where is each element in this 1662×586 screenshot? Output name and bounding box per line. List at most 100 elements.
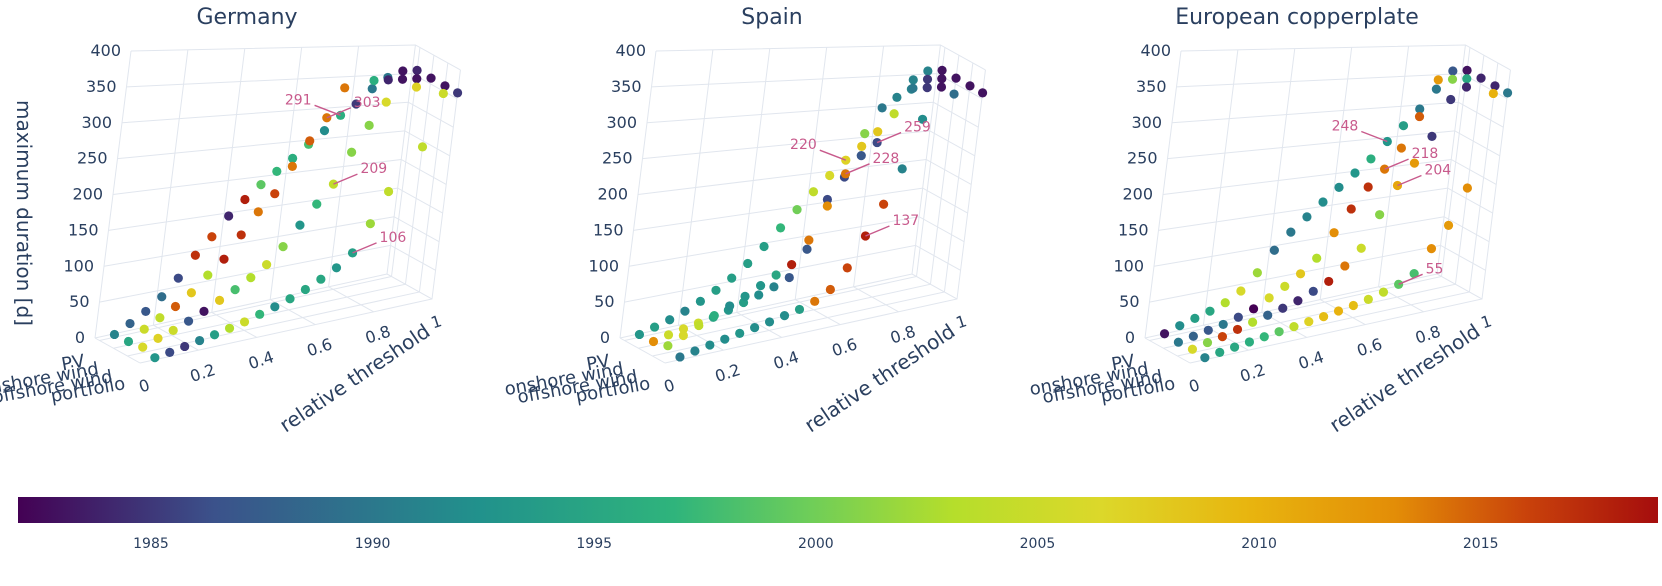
data-point: [138, 342, 148, 352]
data-point: [1263, 310, 1273, 320]
data-point: [1346, 204, 1356, 214]
annotation-line: [1384, 158, 1409, 170]
data-point: [1488, 88, 1498, 99]
data-point: [873, 127, 883, 137]
data-point: [1409, 268, 1419, 279]
data-point: [923, 66, 933, 76]
data-point: [1427, 131, 1437, 141]
data-point: [1318, 197, 1328, 207]
z-tick-label: 0: [1125, 328, 1135, 347]
data-point: [1248, 317, 1258, 327]
annotation-label: 303: [354, 95, 381, 111]
gridlines: [619, 44, 986, 364]
colorbar: 1985 1990 1995 2000 2005 2010 2015: [18, 497, 1658, 552]
colorbar-tick-label: 1985: [133, 536, 169, 552]
floor-gridline: [153, 324, 199, 351]
series-pv: [109, 65, 422, 340]
data-point: [1462, 183, 1472, 193]
colorbar-tick-label: 1995: [576, 536, 612, 552]
data-point: [937, 74, 947, 84]
data-point: [951, 73, 961, 83]
y-tick-label: 0: [662, 375, 678, 396]
y-tick-label: 0.6: [1354, 334, 1384, 360]
x-gridline: [1177, 62, 1499, 357]
data-point: [1302, 212, 1312, 222]
z-tick-label: 350: [611, 77, 642, 96]
panel-european-copperplate: European copperplate 0 50 100 150 200 250 300 35…: [1028, 5, 1513, 437]
data-point: [877, 103, 887, 113]
z-axis-title: maximum duration [d]: [12, 100, 36, 326]
data-point: [705, 340, 715, 350]
data-point: [695, 296, 705, 306]
data-point: [256, 180, 266, 190]
series-onshore-wind: [123, 73, 436, 347]
z-tick-label: 100: [588, 256, 619, 275]
data-point: [123, 336, 134, 347]
data-point: [794, 304, 805, 315]
x-gridline: [638, 55, 960, 349]
data-point: [1448, 66, 1458, 76]
z-tick-label: 300: [606, 113, 637, 132]
colorbar-tick-label: 2000: [798, 536, 834, 552]
colorbar-tick-label: 2010: [1241, 536, 1277, 552]
category-label: PV: [585, 351, 612, 376]
data-point: [709, 311, 719, 321]
data-point: [1447, 74, 1458, 84]
y-tick-label: 0.4: [771, 347, 801, 373]
data-point: [1446, 94, 1456, 105]
data-point: [1269, 245, 1279, 255]
floor-gridline: [736, 311, 783, 338]
z-tick-label: 400: [90, 41, 121, 60]
data-point: [720, 334, 730, 344]
z-tick-label: 150: [68, 220, 99, 239]
z-tick-label: 250: [1127, 149, 1158, 168]
data-point: [331, 263, 342, 273]
data-point: [1308, 286, 1318, 296]
data-point: [1259, 332, 1269, 342]
series-offshore-wind: [138, 81, 450, 352]
data-point: [810, 296, 820, 306]
data-point: [769, 282, 779, 292]
y-axis-title: relative threshold: [1325, 319, 1484, 437]
panel-title: Spain: [741, 5, 802, 30]
data-point: [1236, 286, 1246, 296]
y-tick-label: 0.2: [1238, 360, 1268, 386]
data-point: [1278, 303, 1288, 313]
data-point: [1378, 287, 1389, 297]
data-point: [381, 97, 391, 107]
data-point: [285, 294, 295, 304]
data-point: [1252, 268, 1262, 278]
annotation-label: 55: [1426, 261, 1444, 277]
series-portfolio: [150, 88, 463, 363]
data-point: [678, 324, 689, 334]
y-gridline: [211, 48, 246, 313]
gridlines: [94, 44, 461, 364]
y-tick-label: 1: [429, 311, 445, 332]
data-point: [860, 129, 870, 139]
data-point: [288, 153, 298, 163]
data-point: [756, 280, 766, 291]
z-tick-label: 350: [1136, 77, 1167, 96]
annotation-label: 106: [380, 230, 407, 246]
data-point: [1304, 316, 1314, 327]
x-gridline: [624, 47, 946, 341]
data-point: [240, 194, 250, 205]
data-point: [207, 232, 217, 242]
annotation-line: [1397, 174, 1422, 187]
data-point: [922, 83, 932, 93]
data-point: [711, 285, 721, 295]
data-point: [1462, 65, 1472, 75]
floor-gridline: [386, 273, 433, 300]
data-point: [825, 284, 835, 295]
data-point: [965, 81, 975, 91]
data-point: [792, 205, 802, 215]
data-point: [1289, 321, 1299, 332]
data-point: [305, 136, 315, 146]
data-point: [1274, 327, 1284, 337]
annotation-label: 137: [892, 213, 919, 229]
y-tick-label: 0.6: [304, 334, 334, 360]
data-point: [822, 194, 833, 205]
data-point: [340, 83, 350, 93]
annotation-line: [819, 149, 847, 161]
